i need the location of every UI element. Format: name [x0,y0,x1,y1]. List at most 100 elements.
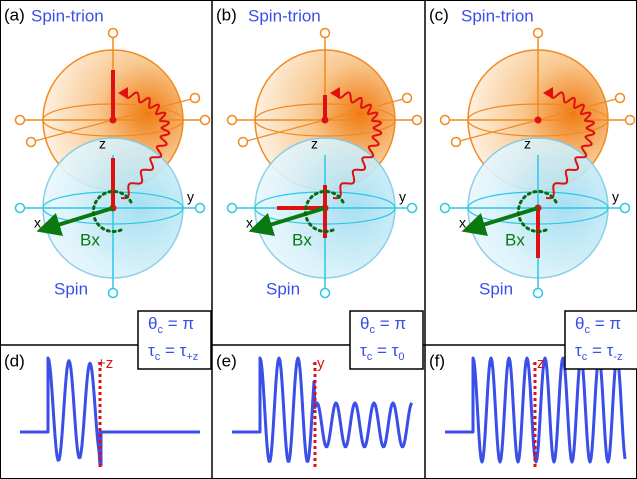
precession [303,190,345,233]
axis-label: x [34,215,41,231]
axis-label: z [311,136,318,152]
photon-head [543,87,553,99]
axis-label: y [187,189,194,205]
axis-label: x [459,215,466,231]
panel-label: (d) [4,351,25,370]
axis-end [619,202,631,214]
equation: = τ [160,341,186,360]
photon [120,91,171,200]
axis-end [226,114,238,126]
theta-text: θc = π [148,314,194,335]
axis-end [532,287,544,299]
axis-end [199,114,211,126]
axis-end [401,92,413,104]
subscript: 0 [398,351,404,363]
photon-head [118,87,128,99]
vector-origin [321,116,329,124]
axis-end [25,136,37,148]
b-field [248,206,326,236]
axis-end [450,136,462,148]
trace [232,356,414,463]
panel: (a) Spin-trion z x y Bx Spin [4,5,211,299]
equation: = π [590,314,621,333]
symbol: τ [360,341,367,360]
axis-label: y [612,189,619,205]
precession [91,190,133,233]
axis-label: z [524,136,531,152]
panel-label: (a) [4,5,25,24]
equation: = π [375,314,406,333]
tau-text: τc = τ-z [575,341,622,362]
b-field [36,206,114,236]
subscript: -z [613,351,622,363]
subscript: c [367,351,373,363]
panel-title: Spin-trion [31,6,104,25]
panel: (c) Spin-trion z x y Bx Spin [429,5,636,299]
subscript: c [582,351,588,363]
marker-label: -y [312,355,325,372]
trace-panel: (e) -y [216,351,414,470]
sphere-label: Spin [54,279,88,298]
vector-origin [109,116,117,124]
axis-end [226,202,238,214]
axis-end [614,92,626,104]
axis-end [107,27,119,39]
field-label: Bx [80,230,100,249]
trace-panel: (d) +z [4,351,201,470]
equation: = τ [587,341,613,360]
parameter-box [137,310,212,370]
equation: = π [163,314,194,333]
trace [20,356,201,467]
marker-label: +z [97,355,113,372]
subscript: +z [186,351,198,363]
axis-end [107,287,119,299]
theta-text: θc = π [360,314,406,335]
parameter-box [349,310,424,370]
symbol: τ [575,341,582,360]
axis-label: y [399,189,406,205]
symbol: τ [148,341,155,360]
axis-end [439,114,451,126]
subscript: c [369,324,375,336]
marker-label: -z [532,355,545,372]
symbol: θ [360,314,369,333]
axis-end [319,27,331,39]
axis-end [319,287,331,299]
photon [332,91,383,200]
sphere-label: Spin [479,279,513,298]
axis-end [532,27,544,39]
precession [516,190,558,233]
sphere-label: Spin [266,279,300,298]
symbol: θ [148,314,157,333]
subscript: c [584,324,590,336]
axis-end [194,202,206,214]
theta-text: θc = π [575,314,621,335]
equation: = τ [372,341,398,360]
axis-end [14,202,26,214]
field-label: Bx [505,230,525,249]
panel-title: Spin-trion [461,6,534,25]
vector-origin [534,116,542,124]
axis-end [406,202,418,214]
subscript: c [155,351,161,363]
subscript: c [157,324,163,336]
b-field [461,206,539,236]
axis-label: x [246,215,253,231]
axis-end [624,114,636,126]
axis-end [14,114,26,126]
axis-end [237,136,249,148]
field-label: Bx [292,230,312,249]
panel: (b) Spin-trion z x y Bx Spin [216,5,423,299]
axis-end [189,92,201,104]
tau-text: τc = τ+z [148,341,198,362]
photon-head [330,87,340,99]
tau-text: τc = τ0 [360,341,404,362]
axis-end [411,114,423,126]
panel-label: (f) [429,351,445,370]
axis-label: z [99,136,106,152]
photon [545,91,596,200]
panel-label: (b) [216,5,237,24]
parameter-box [564,310,637,370]
axis-end [439,202,451,214]
